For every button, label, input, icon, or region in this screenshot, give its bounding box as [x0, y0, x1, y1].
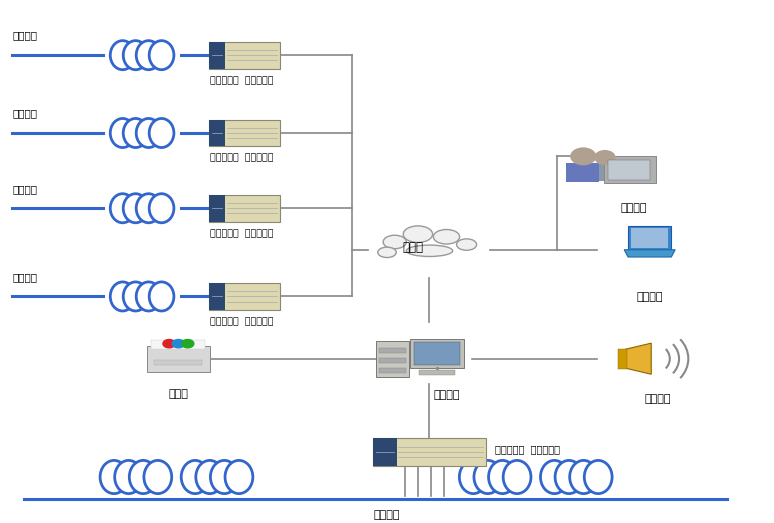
Ellipse shape: [123, 119, 148, 147]
FancyBboxPatch shape: [379, 368, 406, 373]
Circle shape: [163, 339, 175, 348]
Polygon shape: [631, 228, 668, 248]
Ellipse shape: [403, 226, 433, 243]
Text: 总控制室: 总控制室: [433, 390, 460, 400]
FancyBboxPatch shape: [208, 42, 225, 69]
Text: 远端监控: 远端监控: [621, 203, 648, 213]
Polygon shape: [625, 343, 651, 374]
FancyBboxPatch shape: [604, 156, 656, 183]
FancyBboxPatch shape: [208, 283, 279, 310]
Ellipse shape: [136, 41, 161, 70]
Ellipse shape: [488, 460, 516, 494]
Polygon shape: [628, 226, 671, 250]
Ellipse shape: [433, 230, 460, 244]
Ellipse shape: [144, 460, 172, 494]
FancyBboxPatch shape: [208, 120, 279, 146]
Ellipse shape: [149, 119, 174, 147]
FancyBboxPatch shape: [376, 340, 409, 377]
Ellipse shape: [378, 247, 396, 257]
Ellipse shape: [100, 460, 128, 494]
Ellipse shape: [457, 239, 477, 251]
Text: 光纤测温仪  子控制室四: 光纤测温仪 子控制室四: [210, 317, 273, 326]
FancyBboxPatch shape: [208, 120, 225, 146]
Ellipse shape: [406, 245, 453, 256]
Polygon shape: [567, 163, 599, 183]
FancyBboxPatch shape: [373, 438, 396, 466]
Text: 其他系统: 其他系统: [636, 292, 663, 302]
Ellipse shape: [123, 282, 148, 311]
Text: 打印机: 打印机: [169, 389, 188, 399]
Circle shape: [172, 339, 184, 348]
Ellipse shape: [196, 460, 224, 494]
FancyBboxPatch shape: [420, 370, 455, 374]
Ellipse shape: [584, 460, 612, 494]
Ellipse shape: [110, 282, 135, 311]
Text: 感温光纤: 感温光纤: [12, 31, 37, 41]
Text: 感温光纤: 感温光纤: [12, 272, 37, 282]
Ellipse shape: [540, 460, 568, 494]
FancyBboxPatch shape: [373, 438, 486, 466]
Ellipse shape: [110, 41, 135, 70]
Ellipse shape: [136, 282, 161, 311]
FancyBboxPatch shape: [379, 348, 406, 353]
FancyBboxPatch shape: [147, 346, 210, 372]
Ellipse shape: [136, 194, 161, 223]
Ellipse shape: [225, 460, 253, 494]
Ellipse shape: [123, 41, 148, 70]
Circle shape: [181, 339, 194, 348]
Ellipse shape: [383, 235, 406, 249]
Ellipse shape: [129, 460, 157, 494]
FancyBboxPatch shape: [208, 195, 225, 222]
Text: 感温光纤: 感温光纤: [374, 510, 400, 520]
Text: 光纤测温仪  子控制室二: 光纤测温仪 子控制室二: [210, 154, 273, 163]
FancyBboxPatch shape: [608, 160, 650, 180]
FancyBboxPatch shape: [152, 339, 205, 349]
Ellipse shape: [110, 119, 135, 147]
FancyBboxPatch shape: [208, 42, 279, 69]
Ellipse shape: [115, 460, 142, 494]
FancyBboxPatch shape: [155, 360, 202, 366]
Text: 局域网: 局域网: [402, 241, 423, 254]
Ellipse shape: [474, 460, 502, 494]
Polygon shape: [624, 250, 675, 257]
FancyBboxPatch shape: [208, 195, 279, 222]
Text: 感温光纤: 感温光纤: [12, 108, 37, 119]
Ellipse shape: [459, 460, 487, 494]
Ellipse shape: [211, 460, 238, 494]
Ellipse shape: [181, 460, 209, 494]
Ellipse shape: [503, 460, 531, 494]
Polygon shape: [594, 164, 624, 181]
FancyBboxPatch shape: [618, 349, 627, 369]
Ellipse shape: [136, 119, 161, 147]
FancyBboxPatch shape: [379, 358, 406, 363]
Text: 感温光纤: 感温光纤: [12, 184, 37, 194]
Ellipse shape: [149, 41, 174, 70]
Text: 光纤测温仪  子控制室五: 光纤测温仪 子控制室五: [495, 445, 560, 454]
Text: 光纤测温仪  子控制室一: 光纤测温仪 子控制室一: [210, 76, 273, 85]
Text: 报警装置: 报警装置: [644, 394, 670, 404]
FancyBboxPatch shape: [208, 283, 225, 310]
FancyBboxPatch shape: [414, 342, 461, 365]
Circle shape: [571, 148, 596, 165]
Ellipse shape: [123, 194, 148, 223]
Ellipse shape: [149, 282, 174, 311]
Text: 光纤测温仪  子控制室三: 光纤测温仪 子控制室三: [210, 229, 273, 238]
Circle shape: [595, 151, 615, 164]
Ellipse shape: [570, 460, 598, 494]
Ellipse shape: [149, 194, 174, 223]
FancyBboxPatch shape: [410, 339, 464, 368]
Ellipse shape: [555, 460, 583, 494]
Ellipse shape: [110, 194, 135, 223]
